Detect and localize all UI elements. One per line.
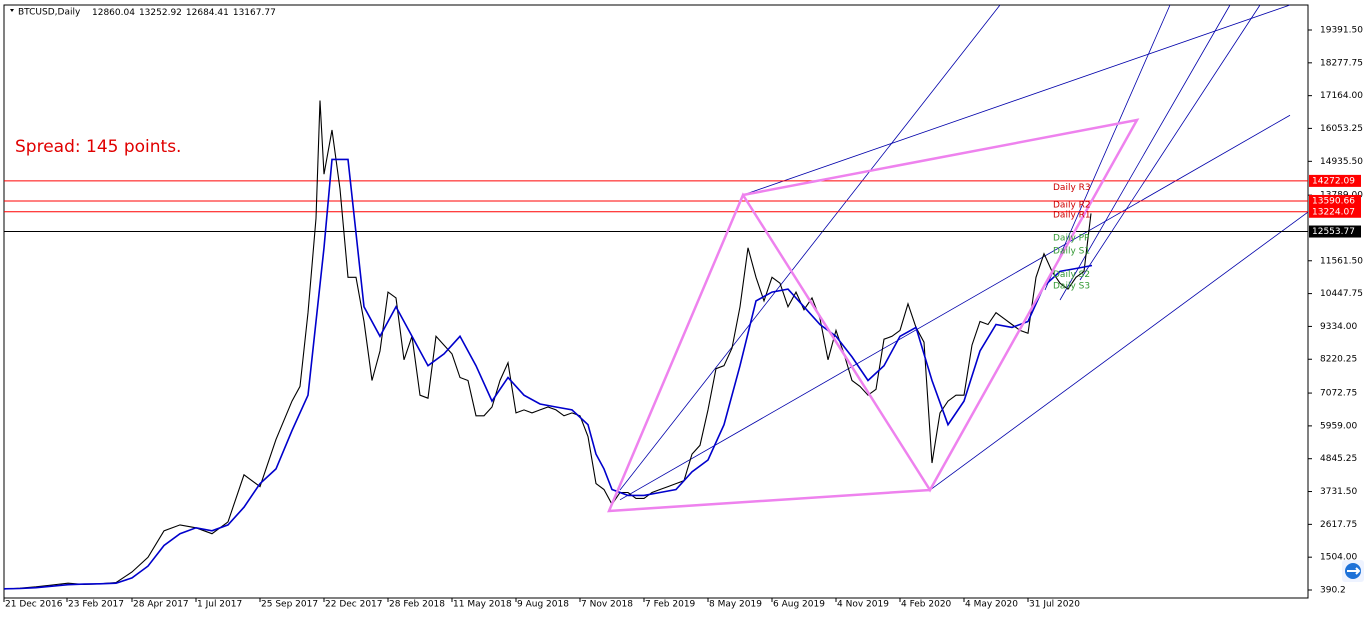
price-line	[3, 100, 1092, 590]
price-level-label: 14272.09	[1312, 176, 1355, 186]
pivot-label: Daily R3	[1053, 183, 1091, 193]
pivot-label: Daily PP	[1053, 234, 1090, 244]
y-tick-label: 7072.75	[1320, 389, 1357, 399]
price-level-label: 13590.66	[1312, 196, 1355, 206]
y-tick-label: 18277.75	[1320, 58, 1363, 68]
y-tick-label: 16053.25	[1320, 124, 1363, 134]
y-tick-label: 5959.00	[1320, 421, 1357, 431]
x-tick-label: 4 May 2020	[965, 600, 1018, 610]
x-tick-label: 9 Aug 2018	[517, 600, 569, 610]
pivot-label: Daily S1	[1053, 246, 1090, 256]
y-tick-label: 19391.50	[1320, 26, 1363, 36]
trend-line	[1079, 4, 1261, 281]
y-tick-label: 3731.50	[1320, 487, 1357, 497]
y-tick-label: 10447.75	[1320, 289, 1363, 299]
x-tick-label: 6 Aug 2019	[773, 600, 825, 610]
pivot-label: Daily S3	[1053, 282, 1090, 292]
y-tick-label: 17164.00	[1320, 91, 1363, 101]
pivot-label: Daily R2	[1053, 201, 1091, 211]
x-tick-label: 4 Nov 2019	[837, 600, 889, 610]
ohlc-value: 12860.04	[92, 8, 135, 18]
ohlc-value: 12684.41	[186, 8, 229, 18]
spread-label: Spread: 145 points.	[15, 137, 181, 157]
y-tick-label: 2617.75	[1320, 520, 1357, 530]
trend-line	[742, 4, 1291, 196]
price-level-label: 12553.77	[1312, 227, 1355, 237]
symbol: BTCUSD,Daily	[18, 8, 81, 18]
ohlc-value: 13252.92	[139, 8, 182, 18]
ohlc: 12860.04 13252.92 12684.41 13167.77	[92, 8, 276, 18]
x-tick-label: 23 Feb 2017	[68, 600, 124, 610]
pattern	[607, 118, 1140, 513]
trend-line	[1044, 4, 1171, 291]
x-tick-label: 21 Dec 2016	[5, 600, 63, 610]
x-tick-label: 22 Dec 2017	[325, 600, 383, 610]
trend-line	[619, 114, 1291, 501]
plot-frame	[3, 4, 1309, 599]
price-level-box	[1309, 225, 1361, 238]
price-level-box	[1309, 194, 1361, 207]
y-tick-label: 390.2	[1320, 586, 1346, 596]
dropdown-arrow[interactable]	[10, 9, 14, 12]
x-tick-label: 8 May 2019	[709, 600, 762, 610]
x-tick-label: 28 Apr 2017	[133, 600, 189, 610]
pivot-label: Daily R1	[1053, 210, 1091, 220]
price-level-box	[1309, 174, 1361, 187]
trend-line	[929, 211, 1309, 491]
y-tick-label: 14935.50	[1320, 157, 1363, 167]
x-tick-label: 1 Jul 2017	[197, 600, 242, 610]
x-tick-label: 4 Feb 2020	[901, 600, 952, 610]
y-tick-label: 8220.25	[1320, 355, 1357, 365]
y-tick-label: 11561.50	[1320, 256, 1363, 266]
x-tick-label: 7 Nov 2018	[581, 600, 633, 610]
x-tick-label: 11 May 2018	[453, 600, 512, 610]
price-level-box	[1309, 205, 1361, 218]
trend-line	[619, 4, 1001, 491]
y-tick-label: 1504.00	[1320, 553, 1357, 563]
help-icon[interactable]	[1342, 560, 1364, 582]
x-tick-label: 31 Jul 2020	[1029, 600, 1080, 610]
trend-line	[1059, 4, 1231, 301]
x-tick-label: 28 Feb 2018	[389, 600, 445, 610]
y-tick-label: 9334.00	[1320, 322, 1357, 332]
pivot-label: Daily S2	[1053, 270, 1090, 280]
x-tick-label: 25 Sep 2017	[261, 600, 318, 610]
ohlc-value: 13167.77	[233, 8, 276, 18]
moving-average	[3, 158, 1093, 590]
x-tick-label: 7 Feb 2019	[645, 600, 696, 610]
y-tick-label: 4845.25	[1320, 454, 1357, 464]
price-level-label: 13224.07	[1312, 207, 1355, 217]
